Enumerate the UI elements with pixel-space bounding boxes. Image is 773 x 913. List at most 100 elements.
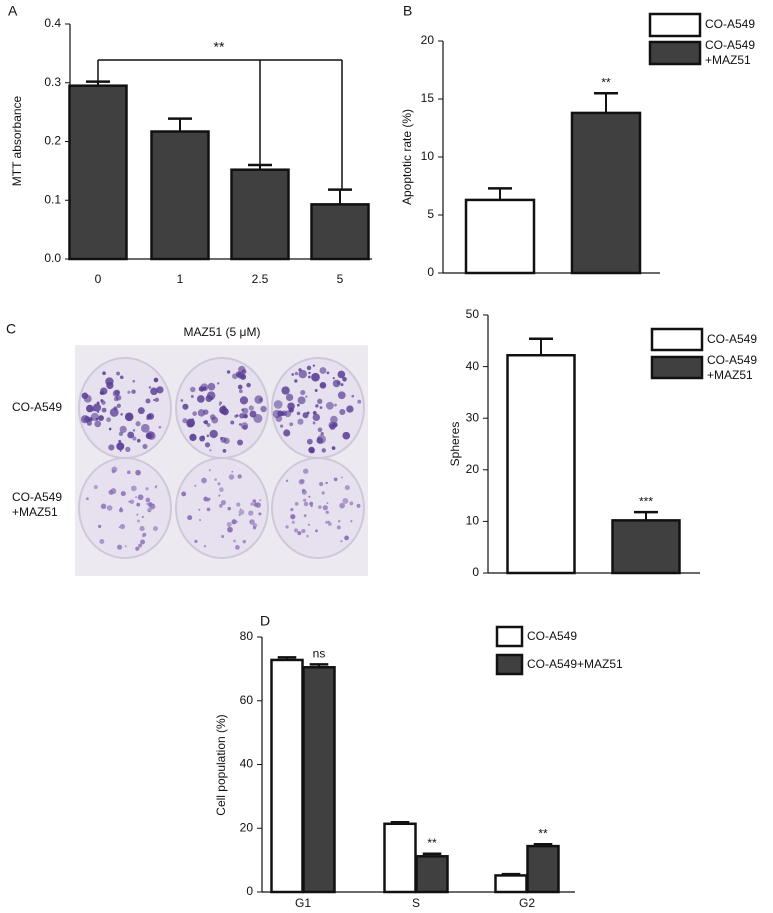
y-axis-label: Cell population (%) — [214, 714, 228, 815]
colony — [340, 540, 343, 543]
well — [175, 457, 269, 559]
colony — [145, 432, 152, 440]
colony — [192, 411, 197, 416]
significance: ** — [601, 75, 611, 89]
colony — [149, 503, 156, 510]
colony — [141, 515, 144, 519]
bar — [150, 130, 210, 261]
colony — [319, 481, 324, 487]
colony — [203, 544, 207, 548]
colony — [118, 508, 124, 513]
colony — [281, 386, 290, 395]
colony — [290, 514, 296, 520]
colony — [342, 376, 347, 382]
y-tick-label: 20 — [240, 820, 254, 834]
colony — [145, 398, 151, 404]
colony — [330, 415, 338, 424]
colony — [319, 367, 327, 374]
colony — [342, 431, 351, 440]
y-tick-label: 10 — [421, 149, 435, 163]
y-tick-label: 40 — [466, 359, 480, 373]
y-tick-label: 80 — [240, 629, 254, 643]
y-tick-label: 0.1 — [44, 192, 61, 206]
colony — [209, 429, 218, 439]
colony — [207, 391, 216, 400]
well — [78, 457, 172, 559]
colony — [221, 405, 226, 410]
colony — [235, 414, 239, 417]
colony — [302, 468, 309, 474]
colony — [153, 526, 158, 532]
colony — [238, 509, 245, 515]
colony — [81, 392, 89, 399]
colony — [124, 545, 127, 548]
colony — [255, 502, 261, 508]
colony — [218, 494, 221, 497]
colony — [190, 395, 194, 398]
legend-swatch — [650, 355, 704, 380]
colony — [298, 369, 307, 379]
colony — [342, 497, 349, 504]
colony — [319, 381, 327, 389]
colony — [254, 395, 263, 404]
colony — [132, 436, 137, 441]
plate-photo — [75, 345, 368, 576]
colony — [182, 418, 188, 424]
colony — [136, 519, 140, 523]
colony — [332, 377, 335, 380]
colony — [118, 431, 124, 436]
y-tick-label: 0.0 — [44, 251, 61, 265]
colony — [285, 393, 294, 402]
colony — [126, 470, 131, 475]
y-tick-label: 0.3 — [44, 75, 61, 89]
colony — [237, 371, 244, 379]
colony — [135, 421, 141, 427]
colony — [119, 507, 123, 510]
colony — [120, 491, 126, 497]
colony — [327, 522, 332, 526]
colony — [312, 364, 315, 367]
colony — [129, 499, 135, 504]
colony — [100, 503, 107, 510]
bar — [494, 874, 528, 894]
colony — [320, 432, 324, 436]
colony — [148, 386, 152, 389]
x-tick-label: S — [412, 896, 420, 910]
colony — [227, 506, 231, 511]
colony — [119, 449, 122, 452]
y-tick-label: 5 — [427, 207, 434, 221]
y-tick-label: 0.4 — [44, 16, 61, 30]
colony — [331, 446, 336, 450]
colony — [300, 479, 305, 484]
colony — [140, 539, 146, 545]
colony — [158, 426, 162, 429]
colony — [146, 502, 149, 505]
colony — [182, 403, 189, 410]
colony — [340, 383, 344, 387]
legend-label: CO-A549 — [705, 17, 756, 31]
colony — [294, 371, 299, 376]
colony — [222, 449, 227, 453]
colony — [246, 382, 251, 388]
colony — [349, 501, 354, 506]
legend-label: CO-A549 — [707, 331, 758, 346]
y-axis-label: MTT absorbance — [10, 95, 24, 186]
bar — [310, 203, 370, 261]
colony — [132, 429, 136, 432]
colony — [230, 420, 235, 425]
colony — [325, 481, 328, 485]
colony — [307, 523, 311, 526]
colony — [237, 474, 242, 479]
x-tick-label: G2 — [519, 896, 535, 910]
colony — [218, 504, 223, 508]
colony — [231, 519, 237, 525]
colony — [332, 379, 341, 388]
colony — [305, 395, 308, 398]
colony — [252, 523, 258, 528]
colony — [220, 437, 223, 440]
colony — [135, 496, 138, 499]
colony — [248, 510, 254, 516]
colony — [136, 438, 141, 443]
significance: *** — [639, 494, 653, 508]
colony — [350, 520, 353, 523]
